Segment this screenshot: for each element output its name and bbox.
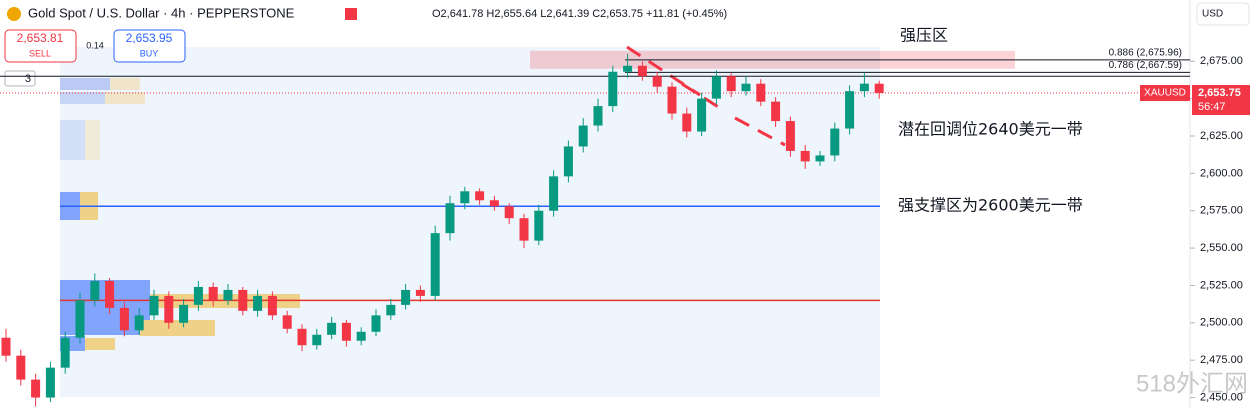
candle-body [489, 200, 499, 207]
y-tick-label: 2,675.00 [1200, 55, 1243, 67]
y-tick-label: 2,625.00 [1200, 130, 1243, 142]
y-tick-label: 2,500.00 [1200, 317, 1243, 329]
candle-body [60, 337, 70, 368]
candle-body [223, 289, 233, 301]
candle-body [105, 280, 115, 308]
y-tick-label: 2,600.00 [1200, 167, 1243, 179]
annotation: 潜在回调位2640美元一带 [898, 120, 1083, 139]
currency: USD [1202, 9, 1223, 20]
candle-body [179, 304, 189, 323]
annotation: 强压区 [900, 26, 948, 45]
buy-price: 2,653.95 [126, 31, 173, 45]
candle-body [312, 334, 322, 346]
fib-label: 0.786 (2,667.59) [1109, 60, 1182, 71]
candle-body [445, 203, 455, 234]
candle-body [682, 113, 692, 132]
candle-body [593, 106, 603, 126]
candle-body [534, 210, 544, 241]
candle-body [193, 286, 203, 305]
sell-label: SELL [29, 48, 51, 58]
candle-body [874, 83, 884, 94]
candle-body [253, 295, 263, 311]
gold-icon [7, 7, 21, 21]
candle-body [75, 300, 85, 338]
candle-body [415, 289, 425, 296]
candle-body [371, 315, 381, 332]
sell-price: 2,653.81 [17, 31, 64, 45]
candle-body [697, 98, 707, 132]
watermark: 518外汇网 [1136, 370, 1248, 397]
candle-body [45, 367, 55, 398]
candle-body [297, 328, 307, 346]
spread: 0.14 [86, 40, 104, 50]
candle-body [282, 315, 292, 329]
candle-body [549, 176, 559, 211]
symbol-title: Gold Spot / U.S. Dollar · 4h · PEPPERSTO… [28, 5, 295, 20]
candle-body [356, 331, 366, 341]
symbol-label: XAUUSD [1144, 88, 1186, 99]
candle-body [652, 76, 662, 87]
candle-body [785, 121, 795, 151]
drawings-toggle[interactable] [4, 70, 36, 87]
candle-body [815, 155, 825, 162]
candle-body [667, 86, 677, 114]
candle-body [401, 289, 411, 305]
candle-body [711, 76, 721, 99]
candle-body [859, 83, 869, 92]
y-tick-label: 2,450.00 [1200, 391, 1243, 403]
buy-label: BUY [140, 48, 159, 58]
trend-line [626, 45, 786, 147]
sell-button[interactable] [4, 29, 77, 63]
y-tick-label: 2,525.00 [1200, 279, 1243, 291]
candle-body [845, 91, 855, 129]
symbol-tag [1140, 85, 1190, 102]
price-tag [1192, 85, 1250, 116]
candle-body [119, 307, 129, 331]
y-tick-label: 2,475.00 [1200, 354, 1243, 366]
ohlc: O2,641.78 H2,655.64 L2,641.39 C2,653.75 … [432, 8, 727, 20]
buy-button[interactable] [113, 29, 186, 63]
candle-body [756, 83, 766, 102]
candle-body [563, 146, 573, 177]
candle-body [164, 295, 174, 323]
candle-body [90, 280, 100, 301]
last-price: 2,653.75 [1198, 87, 1241, 99]
candle-body [341, 322, 351, 341]
candle-body [637, 65, 647, 77]
candle-body [1, 337, 11, 356]
candle-body [267, 295, 277, 316]
candle-body [623, 65, 633, 72]
candle-body [830, 128, 840, 156]
candle-body [149, 295, 159, 316]
y-tick-label: 2,550.00 [1200, 242, 1243, 254]
candle-body [460, 191, 470, 204]
candle-body [327, 322, 337, 335]
candle-body [771, 101, 781, 122]
candle-body [386, 304, 396, 316]
volume-profile-area [60, 47, 880, 397]
candle-body [800, 150, 810, 162]
candle-body [208, 286, 218, 301]
drawings-count: 3 [25, 73, 31, 85]
currency-button[interactable] [1196, 2, 1250, 26]
flag [345, 8, 357, 20]
candle-body [519, 218, 529, 241]
candle-body [578, 125, 588, 147]
candle-body [16, 355, 26, 380]
candle-body [31, 379, 41, 398]
candle-body [504, 206, 514, 219]
candle-body [430, 233, 440, 296]
candle-body [741, 83, 751, 92]
annotation: 强支撑区为2600美元一带 [898, 196, 1083, 215]
candle-body [726, 76, 736, 92]
candle-body [238, 289, 248, 311]
candle-body [475, 191, 485, 201]
fib-label: 0.886 (2,675.96) [1109, 47, 1182, 58]
countdown: 56:47 [1198, 101, 1226, 113]
y-tick-label: 2,575.00 [1200, 205, 1243, 217]
candle-body [608, 71, 618, 107]
volume-profile [60, 78, 300, 351]
candle-body [134, 315, 144, 331]
